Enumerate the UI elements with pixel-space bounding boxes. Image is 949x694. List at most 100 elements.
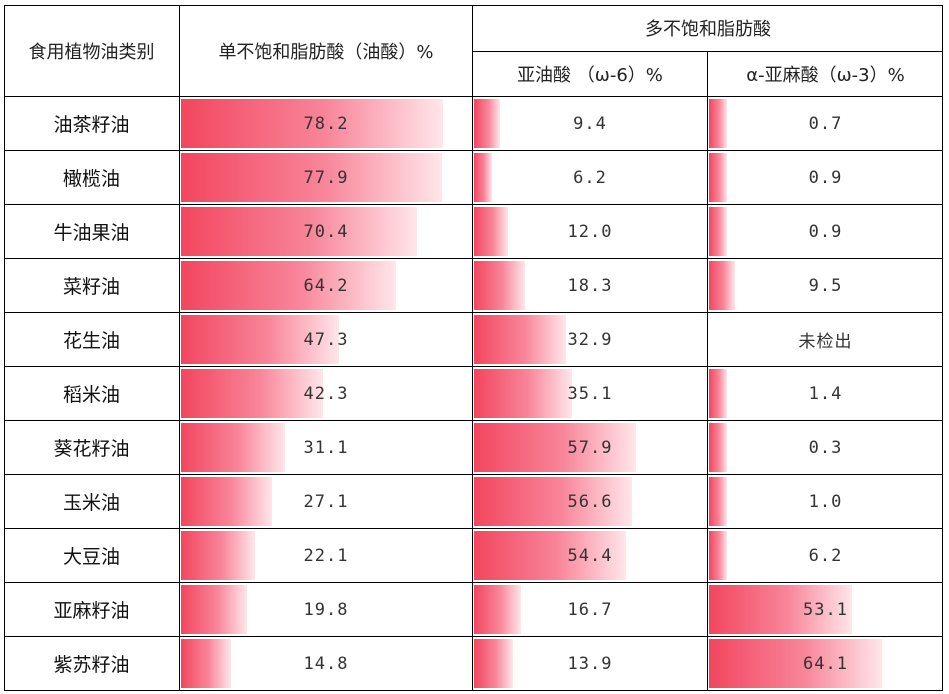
value-mufa: 64.2: [303, 275, 349, 296]
data-bar-la: [474, 261, 526, 310]
cell-ala: 9.5: [708, 259, 943, 312]
value-la: 54.4: [567, 545, 613, 566]
value-la: 56.6: [567, 491, 613, 512]
row-name: 橄榄油: [62, 168, 120, 190]
data-bar-mufa: [181, 99, 443, 148]
data-bar-la: [474, 369, 573, 418]
cell-la: 12.0: [473, 205, 707, 258]
row-name: 大豆油: [62, 546, 120, 568]
data-bar-la: [474, 99, 501, 148]
value-ala: 6.2: [808, 545, 843, 566]
value-ala: 53.1: [803, 599, 848, 620]
value-ala: 0.7: [808, 113, 843, 134]
grid-line: [4, 312, 943, 313]
value-ala: 64.1: [803, 653, 848, 674]
data-bar-mufa: [181, 423, 286, 472]
cell-la: 6.2: [473, 151, 707, 204]
header-pufa: 多不饱和脂肪酸: [645, 19, 771, 40]
data-bar-mufa: [181, 369, 323, 418]
value-la: 35.1: [567, 383, 613, 404]
data-bar-la: [474, 207, 508, 256]
value-la: 9.4: [573, 113, 607, 134]
value-mufa: 19.8: [303, 599, 349, 620]
row-name: 亚麻籽油: [53, 600, 130, 622]
value-mufa: 77.9: [303, 167, 349, 188]
value-mufa: 14.8: [303, 653, 349, 674]
value-ala: 9.5: [808, 275, 843, 296]
value-la: 13.9: [567, 653, 613, 674]
data-bar-la: [474, 531, 627, 580]
grid-line: [4, 420, 943, 421]
cell-ala: 0.3: [708, 421, 943, 474]
value-mufa: 70.4: [303, 221, 349, 242]
row-name: 菜籽油: [62, 276, 120, 298]
data-bar-mufa: [181, 585, 248, 634]
grid-line: [472, 51, 943, 52]
header-alpha-linolenic: α-亚麻酸（ω-3）%: [746, 65, 905, 86]
data-bar-ala: [709, 99, 727, 148]
grid-line: [4, 474, 943, 475]
cell-ala: 0.9: [708, 205, 943, 258]
grid-line: [4, 258, 943, 259]
value-la: 6.2: [573, 167, 607, 188]
data-bar-ala: [709, 639, 883, 688]
cell-mufa: 14.8: [180, 637, 472, 690]
grid-line: [707, 51, 708, 691]
data-bar-mufa: [181, 261, 397, 310]
data-bar-ala: [709, 423, 727, 472]
data-bar-la: [474, 423, 637, 472]
cell-la: 54.4: [473, 529, 707, 582]
cell-la: 9.4: [473, 97, 707, 150]
data-bar-mufa: [181, 477, 272, 526]
row-name: 葵花籽油: [53, 438, 130, 460]
value-mufa: 31.1: [303, 437, 349, 458]
cell-la: 18.3: [473, 259, 707, 312]
data-bar-la: [474, 585, 521, 634]
cell-mufa: 42.3: [180, 367, 472, 420]
value-ala: 0.9: [808, 221, 843, 242]
cell-ala: 1.4: [708, 367, 943, 420]
grid-line: [4, 150, 943, 151]
row-name: 稻米油: [62, 384, 120, 406]
value-ala: 0.9: [808, 167, 843, 188]
value-mufa: 42.3: [303, 383, 349, 404]
data-bar-la: [474, 315, 567, 364]
value-la: 16.7: [567, 599, 613, 620]
row-name: 牛油果油: [53, 222, 130, 244]
cell-ala: 0.9: [708, 151, 943, 204]
data-bar-la: [474, 639, 513, 688]
grid-line: [4, 690, 943, 691]
cell-mufa: 78.2: [180, 97, 472, 150]
cell-mufa: 77.9: [180, 151, 472, 204]
header-mufa: 单不饱和脂肪酸（油酸）%: [218, 41, 434, 63]
header-category: 食用植物油类别: [28, 41, 155, 63]
header-linoleic: 亚油酸 （ω-6）%: [517, 65, 663, 86]
cell-ala: 53.1: [708, 583, 943, 636]
cell-ala: 未检出: [708, 313, 943, 366]
cell-ala: 0.7: [708, 97, 943, 150]
cell-la: 16.7: [473, 583, 707, 636]
cell-mufa: 27.1: [180, 475, 472, 528]
data-bar-ala: [709, 261, 735, 310]
grid-line: [4, 204, 943, 205]
cell-ala: 1.0: [708, 475, 943, 528]
value-mufa: 47.3: [303, 329, 349, 350]
value-ala: 0.3: [808, 437, 843, 458]
data-bar-mufa: [181, 639, 231, 688]
data-bar-ala: [709, 477, 727, 526]
value-mufa: 27.1: [303, 491, 349, 512]
data-bar-ala: [709, 531, 727, 580]
value-la: 32.9: [567, 329, 613, 350]
value-ala: 1.4: [808, 383, 843, 404]
data-bar-ala: [709, 369, 727, 418]
data-bar-ala: [709, 585, 853, 634]
data-bar-mufa: [181, 315, 340, 364]
data-bar-mufa: [181, 207, 417, 256]
cell-ala: 6.2: [708, 529, 943, 582]
cell-mufa: 19.8: [180, 583, 472, 636]
data-bar-ala: [709, 207, 727, 256]
grid-line: [4, 5, 943, 6]
cell-mufa: 64.2: [180, 259, 472, 312]
grid-line: [4, 96, 943, 97]
cell-la: 13.9: [473, 637, 707, 690]
